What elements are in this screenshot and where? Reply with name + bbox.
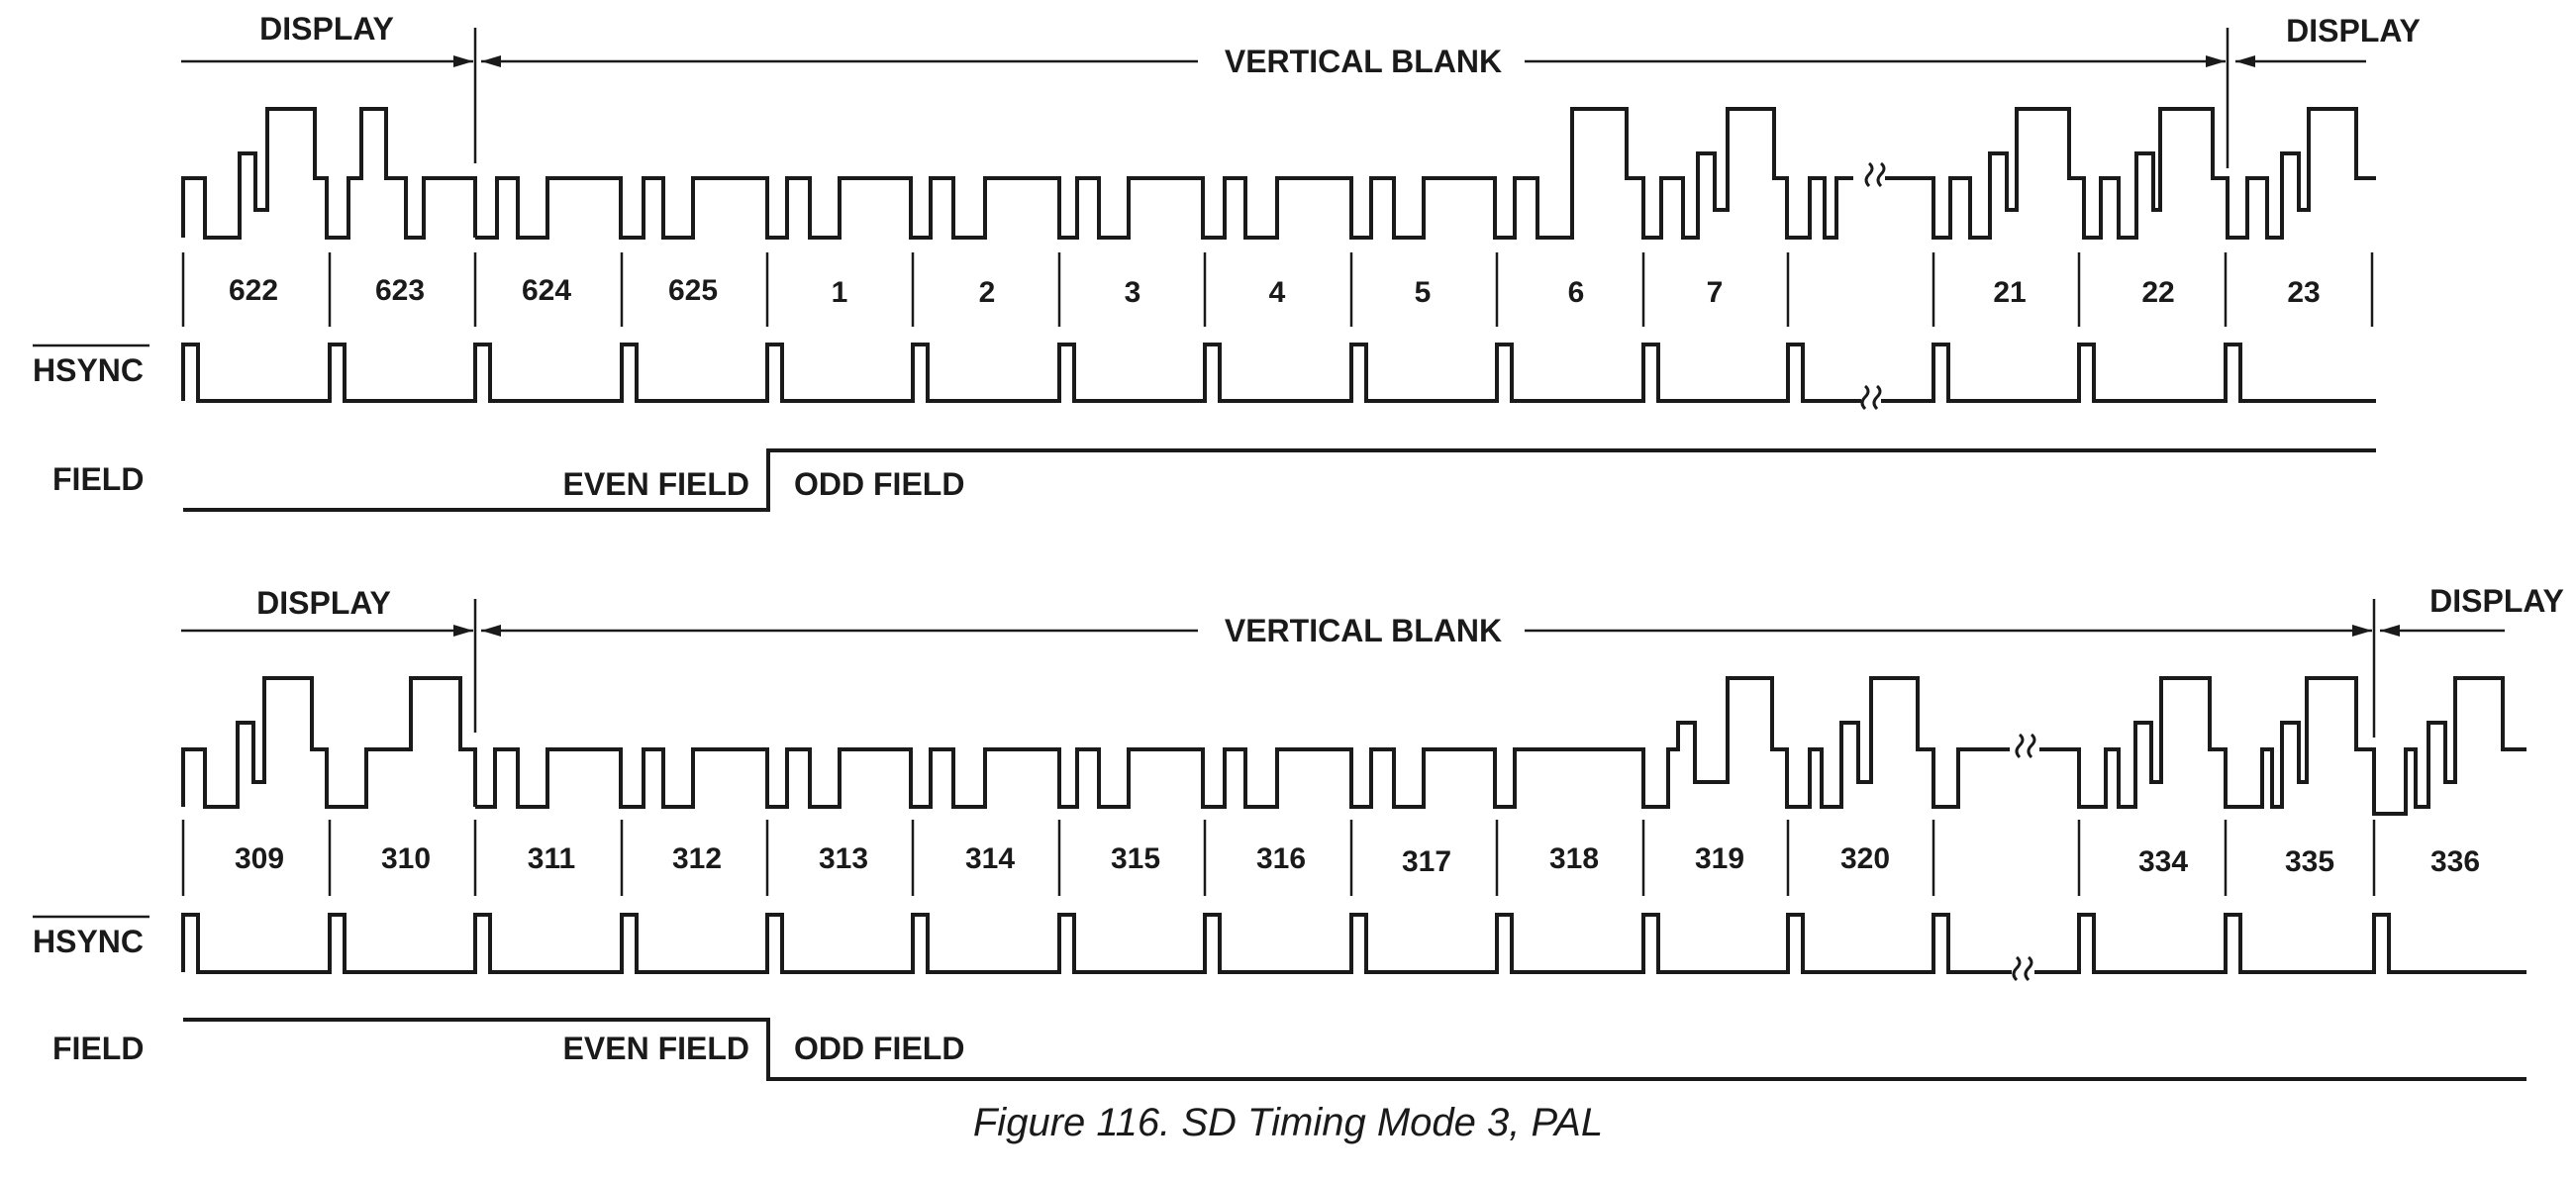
panel-top: DISPLAY VERTICAL BLANK DISPLAY 622 623 6…: [33, 11, 2421, 512]
line-number: 309: [235, 842, 284, 875]
panel-bottom: DISPLAY VERTICAL BLANK DISPLAY 309 310 3…: [33, 583, 2564, 1081]
line-number: 317: [1402, 845, 1451, 878]
odd-field-label: ODD FIELD: [794, 466, 964, 502]
hsync-waveform: [181, 913, 2526, 974]
line-number: 315: [1111, 842, 1160, 875]
line-number: 3: [1125, 276, 1141, 309]
hsync-waveform: [181, 343, 2376, 403]
video-waveform: [181, 107, 2376, 240]
display-label-left: DISPLAY: [256, 585, 391, 621]
odd-field-label: ODD FIELD: [794, 1031, 964, 1066]
line-number: 2: [979, 276, 996, 309]
hsync-break-mark: [2012, 955, 2033, 982]
line-number: 4: [1269, 276, 1286, 309]
even-field-label: EVEN FIELD: [563, 1031, 749, 1066]
line-number: 1: [832, 276, 848, 309]
waveform-break-mark: [1864, 161, 1886, 188]
line-number: 313: [819, 842, 868, 875]
line-number: 310: [381, 842, 431, 875]
line-number: 622: [229, 274, 278, 307]
line-number: 623: [375, 274, 425, 307]
line-number: 7: [1707, 276, 1724, 309]
line-dividers: [181, 820, 2376, 896]
line-number: 22: [2141, 276, 2174, 309]
line-number: 314: [965, 842, 1015, 875]
display-label-right: DISPLAY: [2429, 583, 2564, 619]
line-number: 6: [1568, 276, 1585, 309]
vertical-blank-label: VERTICAL BLANK: [1225, 613, 1502, 648]
line-number: 318: [1549, 842, 1599, 875]
line-number: 336: [2430, 845, 2480, 878]
line-number: 319: [1695, 842, 1744, 875]
line-number: 320: [1840, 842, 1890, 875]
vertical-blank-label: VERTICAL BLANK: [1225, 44, 1502, 79]
hsync-break-mark: [1860, 384, 1882, 411]
field-waveform: [183, 448, 2376, 512]
line-dividers: [181, 252, 2374, 327]
line-number: 335: [2285, 845, 2334, 878]
line-number: 624: [522, 274, 571, 307]
line-number: 23: [2287, 276, 2320, 309]
line-number: 334: [2138, 845, 2188, 878]
hsync-label: HSYNC: [33, 924, 144, 959]
figure-caption: Figure 116. SD Timing Mode 3, PAL: [972, 1101, 1604, 1144]
video-waveform: [181, 676, 2526, 816]
hsync-label: HSYNC: [33, 352, 144, 388]
line-number: 311: [528, 842, 575, 875]
line-number: 625: [668, 274, 718, 307]
display-label-right: DISPLAY: [2286, 13, 2421, 49]
field-label: FIELD: [52, 1031, 144, 1066]
line-number: 312: [672, 842, 722, 875]
field-waveform: [183, 1018, 2526, 1081]
display-label-left: DISPLAY: [259, 11, 394, 47]
line-number: 316: [1256, 842, 1306, 875]
field-label: FIELD: [52, 461, 144, 497]
waveform-break-mark: [2015, 733, 2036, 759]
even-field-label: EVEN FIELD: [563, 466, 749, 502]
line-number: 21: [1993, 276, 2026, 309]
line-number: 5: [1415, 276, 1432, 309]
